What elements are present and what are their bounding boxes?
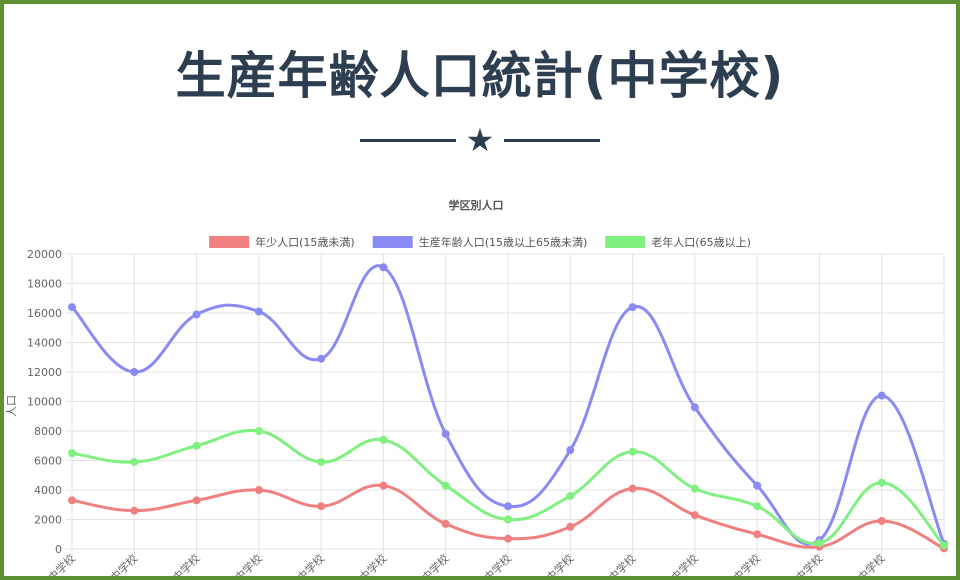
data-point [68, 303, 76, 312]
data-point [877, 478, 886, 487]
data-point [441, 481, 450, 490]
data-point [130, 506, 139, 515]
series-2 [68, 427, 948, 550]
x-axis-ticks: 中学校 中学校 中学校 中学校 中学校 中学校 中学校 中学校 中学校 中学校 中学校 中学校 中学校中… [45, 551, 888, 576]
x-tick-label: 中学校 [792, 551, 825, 576]
x-tick-label: 中学校 [169, 551, 202, 576]
data-point [628, 484, 637, 493]
chart-grid [66, 253, 945, 555]
x-tick-label: 中学校 [605, 551, 638, 576]
title-divider: ★ [360, 122, 600, 158]
y-axis-label: 人口 [5, 395, 18, 417]
legend-label: 年少人口(15歳未満) [255, 235, 355, 249]
data-point [628, 447, 637, 456]
divider-line-right [504, 139, 600, 142]
data-point [317, 354, 326, 363]
x-tick-label: 中学校 [855, 551, 888, 576]
legend-swatch [372, 236, 413, 248]
data-point [628, 303, 637, 312]
data-point [379, 263, 388, 272]
x-tick-label: 中学校 [730, 551, 763, 576]
data-point [192, 441, 201, 450]
data-point [192, 310, 201, 319]
data-point [254, 307, 263, 316]
data-point [68, 496, 76, 505]
x-tick-label: 中学校 [294, 551, 327, 576]
population-line-chart: 学区別人口 年少人口(15歳未満) 生産年齢人口(15歳以上65歳未満) 老年人口(… [5, 198, 948, 576]
data-point [877, 391, 886, 400]
data-point [753, 481, 762, 490]
x-tick-label: 中学校 [232, 551, 265, 576]
y-tick-label: 0 [55, 543, 62, 556]
series-line [70, 428, 946, 547]
data-point [441, 429, 450, 438]
chart-legend: 年少人口(15歳未満) 生産年齢人口(15歳以上65歳未満) 老年人口(65歳以上) [209, 235, 751, 249]
data-point [690, 511, 699, 520]
data-point [753, 530, 762, 539]
data-point [68, 449, 76, 458]
legend-item: 老年人口(65歳以上) [605, 235, 751, 249]
y-tick-label: 6000 [34, 455, 62, 468]
legend-swatch [605, 236, 646, 248]
y-tick-label: 8000 [34, 425, 62, 438]
y-axis-ticks: 0 2000 4000 6000 8000 10000 12000 14000 16000 180… [27, 248, 62, 556]
legend-item: 年少人口(15歳未満) [209, 235, 355, 249]
data-point [690, 403, 699, 412]
data-point [130, 457, 139, 466]
data-point [379, 435, 388, 444]
legend-item: 生産年齢人口(15歳以上65歳未満) [372, 235, 588, 249]
y-tick-label: 16000 [27, 307, 62, 320]
data-point [254, 486, 263, 494]
x-tick-label: 中学校 [107, 551, 140, 576]
data-point [815, 539, 824, 548]
page-title: 生産年齢人口統計(中学校) [175, 47, 785, 105]
data-point [254, 427, 263, 435]
data-point [192, 496, 201, 505]
x-tick-label: 中学校 [481, 551, 514, 576]
data-point [940, 541, 948, 550]
y-tick-label: 10000 [27, 396, 62, 409]
legend-swatch [209, 236, 250, 248]
data-point [317, 457, 326, 466]
chart-title: 学区別人口 [449, 198, 504, 212]
data-point [690, 484, 699, 493]
data-point [504, 515, 512, 524]
y-tick-label: 4000 [34, 484, 62, 497]
data-point [130, 368, 139, 376]
data-point [379, 481, 388, 490]
y-tick-label: 14000 [27, 337, 62, 350]
series-0 [68, 481, 948, 553]
legend-label: 生産年齢人口(15歳以上65歳未満) [419, 235, 588, 249]
x-tick-label: 中学校 [543, 551, 576, 576]
y-tick-label: 20000 [27, 248, 62, 261]
data-point [753, 502, 762, 511]
data-point [877, 516, 886, 525]
data-point [504, 534, 512, 543]
y-tick-label: 18000 [27, 278, 62, 291]
data-point [566, 446, 575, 455]
y-tick-label: 12000 [27, 366, 62, 379]
divider-line-left [360, 139, 456, 142]
data-point [566, 491, 575, 500]
data-point [441, 519, 450, 528]
x-tick-label: 中学校 [419, 551, 452, 576]
data-point [504, 502, 512, 511]
data-point [317, 502, 326, 511]
data-point [566, 522, 575, 531]
x-tick-label: 中学校 [356, 551, 389, 576]
star-icon: ★ [465, 121, 495, 159]
legend-label: 老年人口(65歳以上) [651, 235, 751, 249]
x-tick-label: 中学校 [668, 551, 701, 576]
chart-series [68, 263, 948, 553]
y-tick-label: 2000 [34, 514, 62, 527]
